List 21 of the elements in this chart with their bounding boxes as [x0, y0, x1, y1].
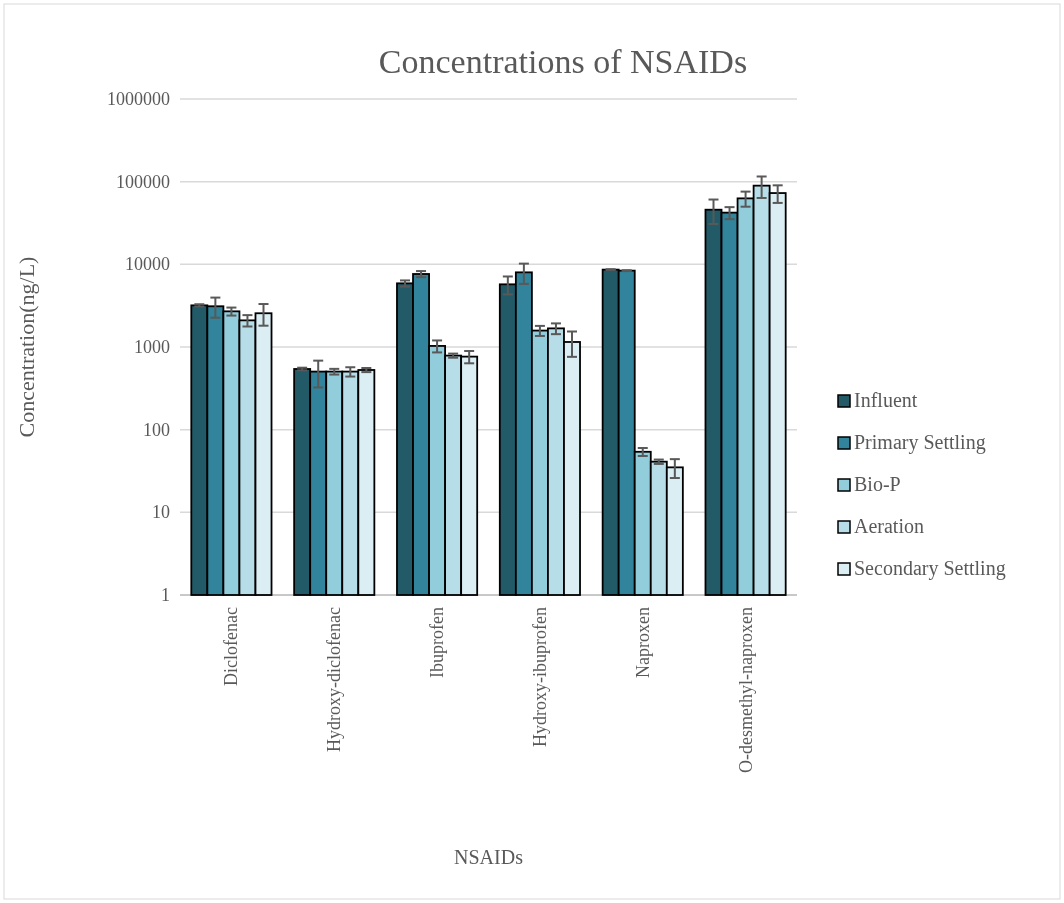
x-tick-label: Hydroxy-ibuprofen [529, 607, 550, 747]
y-tick-label: 10 [152, 502, 170, 523]
chart-title: Concentrations of NSAIDs [378, 43, 748, 80]
legend-label: Influent [854, 389, 918, 411]
x-tick-label: Naproxen [632, 607, 653, 678]
x-tick-label: Ibuprofen [427, 607, 448, 678]
legend-label: Secondary Settling [854, 557, 1006, 580]
y-tick-label: 100000 [116, 171, 170, 192]
y-tick-label: 1000 [134, 337, 170, 357]
legend-label: Aeration [854, 515, 924, 537]
y-tick-label: 100 [143, 419, 170, 440]
y-axis-title: Concentration(ng/L) [14, 256, 39, 438]
legend-label: Primary Settling [854, 431, 986, 454]
y-tick-label: 1000000 [107, 89, 170, 109]
x-tick-label: O-desmethyl-naproxen [735, 607, 756, 773]
x-tick-label: Diclofenac [221, 606, 242, 686]
x-axis-title: NSAIDs [454, 846, 524, 868]
y-tick-label: 10000 [125, 254, 170, 275]
x-tick-label: Hydroxy-diclofenac [324, 607, 345, 752]
y-tick-label: 1 [161, 585, 170, 605]
legend-label: Bio-P [854, 473, 901, 495]
